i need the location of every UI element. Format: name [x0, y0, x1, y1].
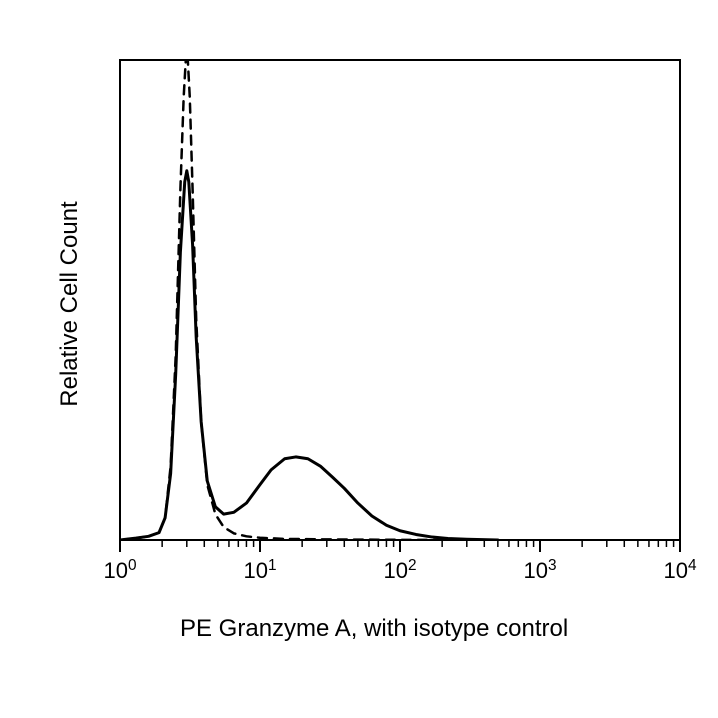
chart-container: 100 101 102 103 104 Relative Cell Count PE G… [0, 0, 718, 718]
x-axis-label: PE Granzyme A, with isotype control [180, 615, 568, 643]
series-sample [120, 171, 498, 540]
y-axis-label: Relative Cell Count [56, 189, 84, 419]
x-tick-label: 102 [383, 557, 416, 584]
x-tick-label: 101 [243, 557, 276, 584]
flow-cytometry-histogram: 100 101 102 103 104 [0, 0, 718, 718]
x-tick-label: 100 [103, 557, 136, 584]
x-tick-label: 104 [663, 557, 696, 584]
x-tick-label: 103 [523, 557, 556, 584]
